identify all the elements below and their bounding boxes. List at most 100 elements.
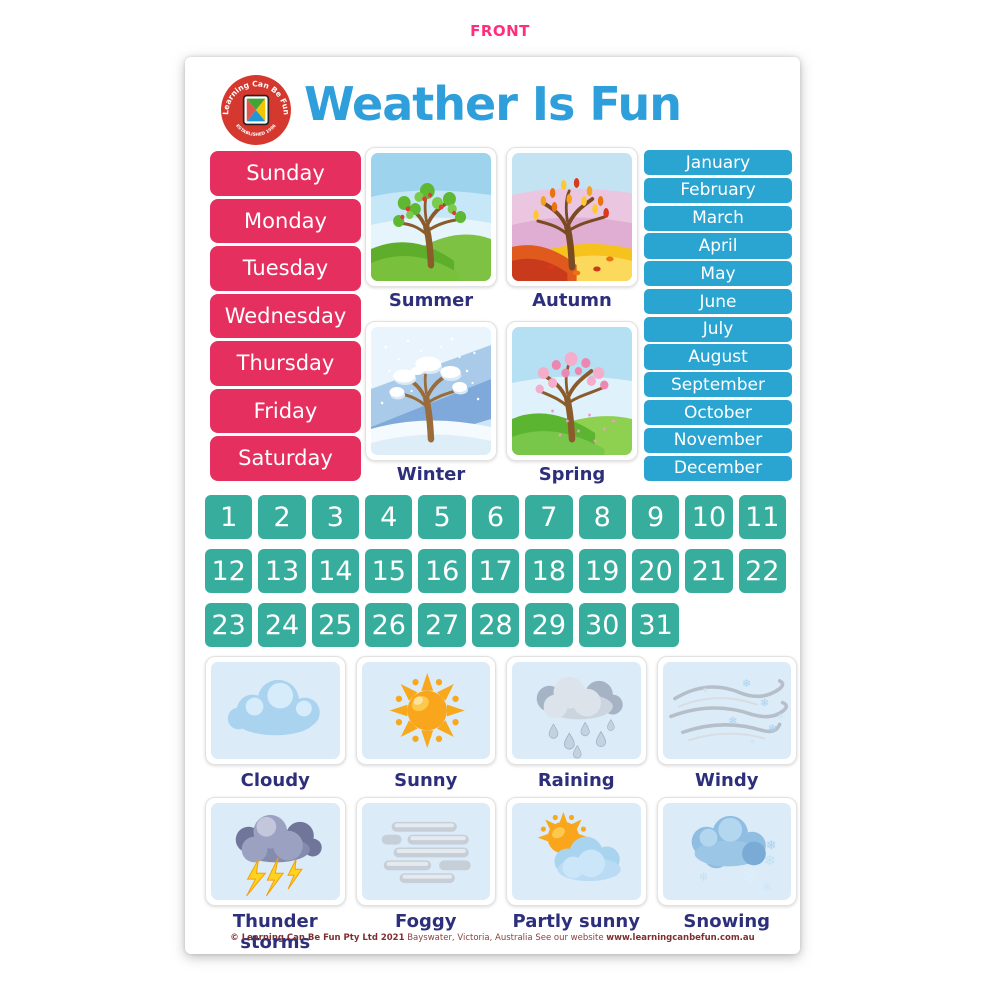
learning-can-be-fun-logo: Learning Can Be Fun ESTABLISHED 1986 <box>221 75 291 145</box>
number-tile: 17 <box>471 549 520 593</box>
month-tile-september: September <box>644 372 792 398</box>
number-tile: 22 <box>738 549 786 593</box>
month-tile-february: February <box>644 177 792 203</box>
svg-text:❄: ❄ <box>718 883 726 894</box>
sun-icon <box>389 672 465 749</box>
svg-text:❄: ❄ <box>702 687 708 695</box>
svg-text:❄: ❄ <box>728 868 735 877</box>
number-tile: 27 <box>418 603 466 647</box>
weather-cell-thunder-storms: Thunder storms <box>205 797 346 953</box>
footer-location: Bayswater, Victoria, Australia <box>407 933 533 943</box>
month-tile-august: August <box>644 344 792 370</box>
autumn-tree-illustration <box>512 153 632 281</box>
day-tile-saturday: Saturday <box>210 436 361 481</box>
number-tile: 2 <box>258 495 306 539</box>
front-side-label: FRONT <box>470 22 530 40</box>
summer-tree-illustration <box>371 153 491 281</box>
month-tile-january: January <box>644 150 792 176</box>
weather-cell-cloudy: Cloudy <box>205 656 346 791</box>
number-tile: 3 <box>311 495 360 539</box>
footer-website-label: See our website <box>535 933 604 943</box>
logo-kite-icon <box>246 98 266 122</box>
weather-label-foggy: Foggy <box>395 911 457 932</box>
number-tile: 14 <box>311 549 360 593</box>
month-tile-october: October <box>644 400 792 426</box>
weather-cell-sunny: Sunny <box>355 656 496 791</box>
storm-cloud-icon <box>235 814 322 897</box>
weather-label-thunder-storms: Thunder storms <box>232 911 318 953</box>
number-tile: 9 <box>631 495 680 539</box>
fog-icon <box>381 821 471 884</box>
day-tile-thursday: Thursday <box>210 341 361 386</box>
season-cell-spring: Spring <box>506 321 638 485</box>
weather-label-snowing: Snowing <box>683 911 771 932</box>
wind-icon: ❄❄ ❄❄ ❄❄❄ <box>668 677 788 746</box>
number-tile: 13 <box>258 549 306 593</box>
month-tile-december: December <box>644 455 792 481</box>
month-tile-june: June <box>644 288 792 315</box>
number-tile: 18 <box>525 549 573 593</box>
svg-text:❄: ❄ <box>728 714 737 727</box>
number-tile: 7 <box>525 495 573 539</box>
footer-copyright-bold: © Learning Can Be Fun Pty Ltd 2021 <box>230 933 405 943</box>
weather-label-windy: Windy <box>695 770 759 791</box>
calendar-numbers-grid: 1 2 3 4 5 6 7 8 9 10 11 12 13 14 15 16 1… <box>205 495 786 647</box>
weather-label-partly-sunny: Partly sunny <box>512 911 640 932</box>
weather-cell-partly-sunny: Partly sunny <box>506 797 647 953</box>
number-tile: 4 <box>365 495 413 539</box>
number-tile: 16 <box>418 549 466 593</box>
days-of-week-column: Sunday Monday Tuesday Wednesday Thursday… <box>210 151 361 481</box>
month-tile-march: March <box>644 205 792 231</box>
number-tile: 30 <box>578 603 626 647</box>
season-label-summer: Summer <box>388 290 474 311</box>
season-cell-summer: Summer <box>365 147 497 311</box>
day-tile-tuesday: Tuesday <box>210 246 361 291</box>
number-tile: 1 <box>205 495 253 539</box>
weather-label-sunny: Sunny <box>394 770 458 791</box>
day-tile-friday: Friday <box>210 388 361 433</box>
svg-text:❄: ❄ <box>761 880 771 894</box>
month-tile-july: July <box>644 316 792 342</box>
number-tile: 15 <box>365 549 413 593</box>
cloud-icon <box>227 679 320 736</box>
number-tile: 20 <box>631 549 680 593</box>
weather-cell-windy: ❄ ❄ ❄ ❄ ❄ ❄ ❄ Windy <box>656 656 797 791</box>
season-label-autumn: Autumn <box>532 290 612 311</box>
svg-text:❄: ❄ <box>763 852 775 869</box>
winter-tree-illustration <box>371 327 491 455</box>
number-tile: 29 <box>525 603 573 647</box>
season-cell-winter: Winter <box>365 321 497 485</box>
day-tile-wednesday: Wednesday <box>210 293 361 338</box>
day-tile-monday: Monday <box>210 198 361 243</box>
number-tile: 21 <box>685 549 733 593</box>
svg-text:❄: ❄ <box>749 738 755 746</box>
svg-text:❄: ❄ <box>777 712 783 720</box>
seasons-grid: Summer <box>365 147 638 485</box>
number-tile: 11 <box>738 495 786 539</box>
footer-copyright: © Learning Can Be Fun Pty Ltd 2021 Baysw… <box>185 933 800 943</box>
number-tile: 10 <box>685 495 733 539</box>
weather-label-raining: Raining <box>537 770 615 791</box>
rain-cloud-icon <box>536 676 623 759</box>
sun-behind-cloud-icon <box>537 811 621 882</box>
months-column: January February March April May June Ju… <box>644 150 792 481</box>
svg-text:❄: ❄ <box>759 697 768 710</box>
number-tile: 23 <box>205 603 253 647</box>
weather-poster: Learning Can Be Fun ESTABLISHED 1986 Wea… <box>185 57 800 954</box>
number-tile: 12 <box>205 549 253 593</box>
day-tile-sunday: Sunday <box>210 151 361 196</box>
number-tile: 19 <box>578 549 626 593</box>
svg-text:❄: ❄ <box>765 839 776 854</box>
weather-label-cloudy: Cloudy <box>240 770 310 791</box>
season-label-spring: Spring <box>538 464 606 485</box>
number-tile: 26 <box>365 603 413 647</box>
number-tile: 28 <box>471 603 520 647</box>
weather-row-1: Cloudy <box>205 656 797 791</box>
month-tile-november: November <box>644 427 792 453</box>
season-label-winter: Winter <box>396 464 466 485</box>
svg-text:❄: ❄ <box>698 870 708 884</box>
spring-tree-illustration <box>512 327 632 455</box>
weather-row-2: Thunder storms <box>205 797 797 953</box>
footer-website-url: www.learningcanbefun.com.au <box>606 933 755 943</box>
svg-text:❄: ❄ <box>742 677 751 690</box>
